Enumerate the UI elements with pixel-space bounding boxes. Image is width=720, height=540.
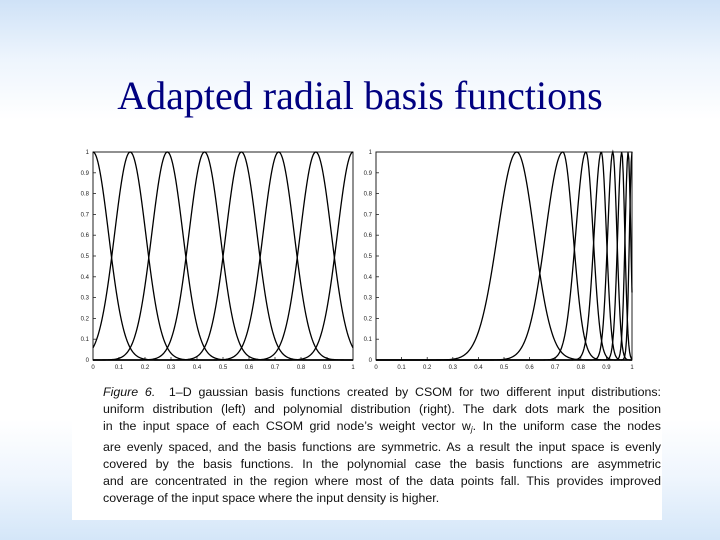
caption-line: covered by the basis functions. In the p… [103,456,661,473]
plot-panel-uniform: 0 0.1 0.2 0.3 0.4 0.5 0.6 0.7 0.8 0.9 1 0 0.1 0.2 0.3 0… [81,150,356,371]
y-tick-label: 0.1 [364,337,373,343]
y-tick-label: 1 [369,150,373,156]
x-tick-label: 0.5 [219,365,228,371]
y-tick-label: 0 [369,358,373,364]
y-tick-label: 0.6 [81,233,90,239]
x-tick-label: 0.4 [474,365,483,371]
y-tick-label: 0.2 [364,316,373,322]
caption-line: 1–D gaussian basis functions created by … [169,385,661,399]
y-tick-label: 0.1 [81,337,90,343]
caption-line: are evenly spaced, and the basis functio… [103,439,661,456]
x-tick-label: 0.7 [551,365,560,371]
basis-curve [376,152,632,360]
x-tick-label: 0 [91,365,95,371]
caption-line: coverage of the input space where the in… [103,490,661,507]
y-tick-label: 0.7 [364,212,373,218]
basis-curve [376,152,632,360]
x-tick-label: 0.6 [245,365,254,371]
x-tick-label: 0.9 [323,365,332,371]
basis-curve [376,152,632,360]
x-tick-label: 0.8 [577,365,586,371]
x-tick-label: 0.9 [602,365,611,371]
x-tick-label: 0.3 [449,365,458,371]
y-tick-label: 0.6 [364,233,373,239]
y-tick-label: 0.5 [364,254,373,260]
y-tick-label: 0.8 [364,192,373,198]
y-tick-label: 0.5 [81,254,90,260]
x-tick-label: 1 [630,365,634,371]
y-tick-label: 0.4 [81,275,90,281]
y-tick-label: 0.3 [81,296,90,302]
basis-curve [376,152,632,360]
y-tick-label: 0.4 [364,275,373,281]
x-tick-label: 0.8 [297,365,306,371]
x-tick-label: 0.6 [525,365,534,371]
y-tick-label: 0 [86,358,90,364]
x-tick-label: 0.2 [141,365,150,371]
x-tick-label: 0.7 [271,365,280,371]
basis-function-plots: 0 0.1 0.2 0.3 0.4 0.5 0.6 0.7 0.8 0.9 1 0 0.1 0.2 0.3 0… [72,148,662,380]
plot-panel-polynomial: 0 0.1 0.2 0.3 0.4 0.5 0.6 0.7 0.8 0.9 1 0 0.1 0.2 0.3 0… [364,150,635,371]
basis-curve [376,152,632,360]
y-tick-label: 0.9 [81,171,90,177]
caption-line: uniform distribution (left) and polynomi… [103,401,661,418]
x-tick-label: 0.4 [193,365,202,371]
x-tick-label: 0.2 [423,365,432,371]
figure-caption: Figure 6. 1–D gaussian basis functions c… [103,384,661,507]
x-tick-label: 0.1 [115,365,124,371]
caption-line: . In the uniform case the nodes [473,419,661,433]
figure-panel: 0 0.1 0.2 0.3 0.4 0.5 0.6 0.7 0.8 0.9 1 0 0.1 0.2 0.3 0… [72,148,662,520]
x-tick-label: 1 [351,365,355,371]
y-tick-label: 0.7 [81,212,90,218]
basis-curve [93,152,353,360]
caption-line: in the input space of each CSOM grid nod… [103,419,471,433]
x-tick-label: 0 [374,365,378,371]
y-tick-label: 1 [86,150,90,156]
y-tick-label: 0.2 [81,316,90,322]
basis-curve [376,152,632,360]
y-tick-label: 0.3 [364,296,373,302]
y-tick-label: 0.8 [81,192,90,198]
basis-curve [376,152,632,360]
figure-label: Figure 6. [103,385,155,399]
basis-curve [376,152,632,360]
caption-line: and are concentrated in the region where… [103,473,661,490]
x-tick-label: 0.1 [397,365,406,371]
plot-frame [376,152,632,360]
slide-title: Adapted radial basis functions [0,72,720,119]
y-tick-label: 0.9 [364,171,373,177]
x-tick-label: 0.5 [500,365,509,371]
x-tick-label: 0.3 [167,365,176,371]
